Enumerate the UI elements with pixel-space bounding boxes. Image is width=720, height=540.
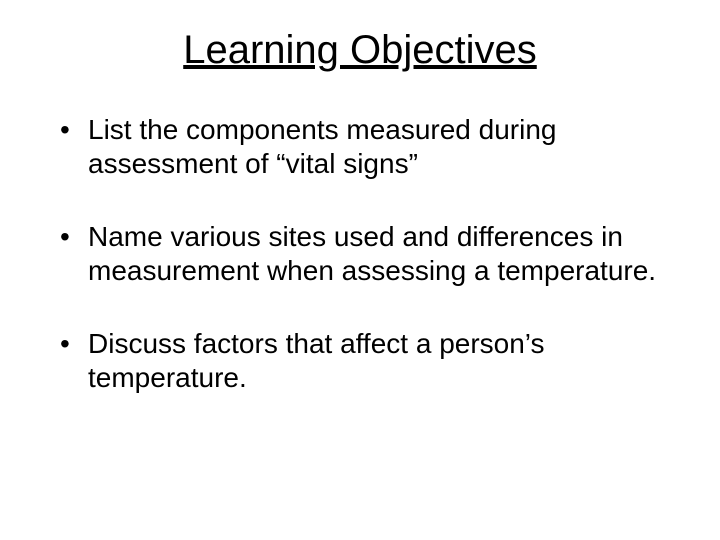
list-item: List the components measured during asse…	[60, 113, 680, 180]
list-item: Discuss factors that affect a person’s t…	[60, 327, 680, 394]
bullet-list: List the components measured during asse…	[40, 113, 680, 395]
slide-title: Learning Objectives	[40, 28, 680, 73]
list-item: Name various sites used and differences …	[60, 220, 680, 287]
slide-container: Learning Objectives List the components …	[0, 0, 720, 540]
